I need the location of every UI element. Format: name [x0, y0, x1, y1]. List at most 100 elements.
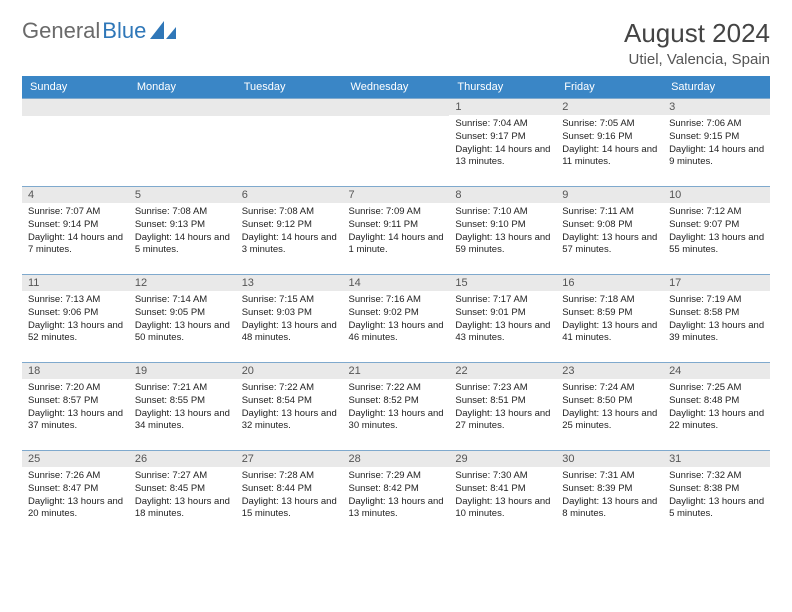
- day-body: Sunrise: 7:18 AMSunset: 8:59 PMDaylight:…: [556, 291, 663, 347]
- sunset-line: Sunset: 9:11 PM: [349, 219, 446, 232]
- sunrise-line: Sunrise: 7:19 AM: [669, 294, 766, 307]
- day-body: Sunrise: 7:22 AMSunset: 8:54 PMDaylight:…: [236, 379, 343, 435]
- sunset-line: Sunset: 8:58 PM: [669, 307, 766, 320]
- calendar-day-cell: 15Sunrise: 7:17 AMSunset: 9:01 PMDayligh…: [449, 275, 556, 363]
- calendar-day-cell: [129, 99, 236, 187]
- calendar-day-cell: 7Sunrise: 7:09 AMSunset: 9:11 PMDaylight…: [343, 187, 450, 275]
- daylight-line: Daylight: 13 hours and 32 minutes.: [242, 408, 339, 434]
- day-body: [129, 116, 236, 121]
- daylight-line: Daylight: 13 hours and 18 minutes.: [135, 496, 232, 522]
- weekday-header: Wednesday: [343, 76, 450, 99]
- day-number-bar: 31: [663, 451, 770, 467]
- day-number-bar: 3: [663, 99, 770, 115]
- day-body: Sunrise: 7:13 AMSunset: 9:06 PMDaylight:…: [22, 291, 129, 347]
- calendar-day-cell: 10Sunrise: 7:12 AMSunset: 9:07 PMDayligh…: [663, 187, 770, 275]
- daylight-line: Daylight: 13 hours and 34 minutes.: [135, 408, 232, 434]
- day-body: Sunrise: 7:07 AMSunset: 9:14 PMDaylight:…: [22, 203, 129, 259]
- daylight-line: Daylight: 13 hours and 5 minutes.: [669, 496, 766, 522]
- day-body: Sunrise: 7:05 AMSunset: 9:16 PMDaylight:…: [556, 115, 663, 171]
- sunset-line: Sunset: 8:47 PM: [28, 483, 125, 496]
- day-body: Sunrise: 7:20 AMSunset: 8:57 PMDaylight:…: [22, 379, 129, 435]
- day-body: Sunrise: 7:29 AMSunset: 8:42 PMDaylight:…: [343, 467, 450, 523]
- daylight-line: Daylight: 13 hours and 25 minutes.: [562, 408, 659, 434]
- weekday-header: Friday: [556, 76, 663, 99]
- sunrise-line: Sunrise: 7:18 AM: [562, 294, 659, 307]
- sunrise-line: Sunrise: 7:10 AM: [455, 206, 552, 219]
- day-body: Sunrise: 7:15 AMSunset: 9:03 PMDaylight:…: [236, 291, 343, 347]
- sunrise-line: Sunrise: 7:12 AM: [669, 206, 766, 219]
- sunrise-line: Sunrise: 7:25 AM: [669, 382, 766, 395]
- weekday-header: Sunday: [22, 76, 129, 99]
- daylight-line: Daylight: 13 hours and 57 minutes.: [562, 232, 659, 258]
- daylight-line: Daylight: 13 hours and 39 minutes.: [669, 320, 766, 346]
- day-number-bar: [343, 99, 450, 116]
- day-body: Sunrise: 7:27 AMSunset: 8:45 PMDaylight:…: [129, 467, 236, 523]
- day-body: Sunrise: 7:26 AMSunset: 8:47 PMDaylight:…: [22, 467, 129, 523]
- sunrise-line: Sunrise: 7:30 AM: [455, 470, 552, 483]
- daylight-line: Daylight: 13 hours and 15 minutes.: [242, 496, 339, 522]
- sunset-line: Sunset: 9:07 PM: [669, 219, 766, 232]
- day-number-bar: 25: [22, 451, 129, 467]
- day-number-bar: 4: [22, 187, 129, 203]
- daylight-line: Daylight: 14 hours and 13 minutes.: [455, 144, 552, 170]
- sunrise-line: Sunrise: 7:17 AM: [455, 294, 552, 307]
- daylight-line: Daylight: 14 hours and 3 minutes.: [242, 232, 339, 258]
- day-number-bar: 27: [236, 451, 343, 467]
- logo-text-2: Blue: [102, 18, 146, 44]
- day-body: Sunrise: 7:04 AMSunset: 9:17 PMDaylight:…: [449, 115, 556, 171]
- day-number-bar: 26: [129, 451, 236, 467]
- day-body: [236, 116, 343, 121]
- sunrise-line: Sunrise: 7:16 AM: [349, 294, 446, 307]
- day-number-bar: [236, 99, 343, 116]
- sunrise-line: Sunrise: 7:08 AM: [135, 206, 232, 219]
- calendar-day-cell: 11Sunrise: 7:13 AMSunset: 9:06 PMDayligh…: [22, 275, 129, 363]
- day-body: Sunrise: 7:32 AMSunset: 8:38 PMDaylight:…: [663, 467, 770, 523]
- calendar-day-cell: 31Sunrise: 7:32 AMSunset: 8:38 PMDayligh…: [663, 451, 770, 539]
- calendar-day-cell: 2Sunrise: 7:05 AMSunset: 9:16 PMDaylight…: [556, 99, 663, 187]
- day-body: Sunrise: 7:09 AMSunset: 9:11 PMDaylight:…: [343, 203, 450, 259]
- calendar-day-cell: 18Sunrise: 7:20 AMSunset: 8:57 PMDayligh…: [22, 363, 129, 451]
- calendar-day-cell: 4Sunrise: 7:07 AMSunset: 9:14 PMDaylight…: [22, 187, 129, 275]
- daylight-line: Daylight: 13 hours and 10 minutes.: [455, 496, 552, 522]
- calendar-day-cell: [22, 99, 129, 187]
- calendar-week-row: 25Sunrise: 7:26 AMSunset: 8:47 PMDayligh…: [22, 451, 770, 539]
- day-number-bar: 23: [556, 363, 663, 379]
- sunrise-line: Sunrise: 7:05 AM: [562, 118, 659, 131]
- day-number-bar: 18: [22, 363, 129, 379]
- weekday-header: Tuesday: [236, 76, 343, 99]
- day-number-bar: 20: [236, 363, 343, 379]
- sunrise-line: Sunrise: 7:26 AM: [28, 470, 125, 483]
- day-body: Sunrise: 7:11 AMSunset: 9:08 PMDaylight:…: [556, 203, 663, 259]
- day-number-bar: 6: [236, 187, 343, 203]
- calendar-day-cell: 29Sunrise: 7:30 AMSunset: 8:41 PMDayligh…: [449, 451, 556, 539]
- calendar-day-cell: 28Sunrise: 7:29 AMSunset: 8:42 PMDayligh…: [343, 451, 450, 539]
- daylight-line: Daylight: 13 hours and 37 minutes.: [28, 408, 125, 434]
- logo-text-1: General: [22, 18, 100, 44]
- day-number-bar: 24: [663, 363, 770, 379]
- day-body: Sunrise: 7:24 AMSunset: 8:50 PMDaylight:…: [556, 379, 663, 435]
- day-number-bar: 5: [129, 187, 236, 203]
- daylight-line: Daylight: 13 hours and 52 minutes.: [28, 320, 125, 346]
- daylight-line: Daylight: 13 hours and 48 minutes.: [242, 320, 339, 346]
- day-number-bar: 13: [236, 275, 343, 291]
- daylight-line: Daylight: 13 hours and 30 minutes.: [349, 408, 446, 434]
- sunrise-line: Sunrise: 7:09 AM: [349, 206, 446, 219]
- calendar-day-cell: 20Sunrise: 7:22 AMSunset: 8:54 PMDayligh…: [236, 363, 343, 451]
- calendar-day-cell: 24Sunrise: 7:25 AMSunset: 8:48 PMDayligh…: [663, 363, 770, 451]
- calendar-day-cell: 30Sunrise: 7:31 AMSunset: 8:39 PMDayligh…: [556, 451, 663, 539]
- daylight-line: Daylight: 14 hours and 5 minutes.: [135, 232, 232, 258]
- sunrise-line: Sunrise: 7:08 AM: [242, 206, 339, 219]
- day-body: Sunrise: 7:06 AMSunset: 9:15 PMDaylight:…: [663, 115, 770, 171]
- day-body: Sunrise: 7:23 AMSunset: 8:51 PMDaylight:…: [449, 379, 556, 435]
- calendar-week-row: 11Sunrise: 7:13 AMSunset: 9:06 PMDayligh…: [22, 275, 770, 363]
- sunset-line: Sunset: 8:57 PM: [28, 395, 125, 408]
- sunset-line: Sunset: 9:01 PM: [455, 307, 552, 320]
- day-number-bar: 22: [449, 363, 556, 379]
- sunset-line: Sunset: 8:41 PM: [455, 483, 552, 496]
- sunset-line: Sunset: 9:13 PM: [135, 219, 232, 232]
- sunset-line: Sunset: 8:54 PM: [242, 395, 339, 408]
- logo-sail-icon: [150, 21, 176, 41]
- daylight-line: Daylight: 13 hours and 13 minutes.: [349, 496, 446, 522]
- daylight-line: Daylight: 13 hours and 8 minutes.: [562, 496, 659, 522]
- calendar-day-cell: 5 Sunrise: 7:08 AMSunset: 9:13 PMDaylight…: [129, 187, 236, 275]
